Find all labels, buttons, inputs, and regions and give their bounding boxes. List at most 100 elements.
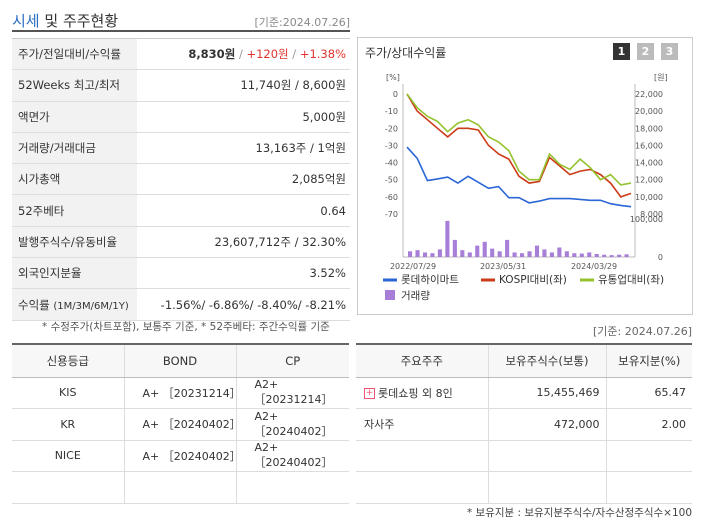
volume-bar bbox=[594, 253, 599, 257]
volume-bar bbox=[452, 239, 457, 257]
table-row: 자사주 472,000 2.00 bbox=[356, 408, 692, 441]
volume-bar bbox=[534, 245, 540, 257]
agency-cell: KIS bbox=[12, 377, 124, 409]
base-date-2: [기준: 2024.07.26] bbox=[592, 325, 692, 338]
right-axis-unit: [원] bbox=[654, 73, 668, 82]
series-line-1 bbox=[406, 93, 632, 198]
holder-name-cell: 자사주 bbox=[356, 408, 488, 441]
footnote-2: * 보유지분 : 보유지분주식수/자수산정주식수×100 bbox=[466, 507, 692, 519]
chart-page-3-button[interactable]: 3 bbox=[661, 43, 678, 60]
volume-tick-label: 0 bbox=[658, 253, 663, 262]
volume-bar bbox=[549, 252, 554, 257]
column-header: 보유지분(%) bbox=[605, 343, 692, 378]
price-rate: +1.38% bbox=[299, 47, 346, 62]
bond-cell: A+ ［20231214］ bbox=[123, 377, 241, 409]
row-label: 시가총액 bbox=[12, 163, 137, 196]
section-header: 시세 및 주주현황 [기준:2024.07.26] bbox=[12, 8, 350, 32]
volume-bar bbox=[497, 251, 502, 257]
row-value: 11,740원 / 8,600원 bbox=[137, 69, 350, 102]
volume-bar bbox=[505, 239, 510, 257]
volume-bar bbox=[437, 249, 442, 257]
row-label: 발행주식수/유동비율 bbox=[12, 226, 137, 259]
shares-cell: 15,455,469 bbox=[487, 377, 606, 409]
row-value: -1.56%/ -6.86%/ -8.40%/ -8.21% bbox=[137, 288, 350, 321]
right-tick-label: 8,000 bbox=[640, 210, 663, 219]
x-tick-label: 2024/03/29 bbox=[571, 262, 617, 271]
chart-title: 주가/상대수익률 bbox=[365, 46, 447, 60]
x-tick-label: 2023/05/31 bbox=[480, 262, 526, 271]
left-tick-label: -60 bbox=[385, 193, 398, 202]
table-row bbox=[356, 440, 692, 472]
left-axis-unit: [%] bbox=[386, 73, 400, 82]
row-label: 거래량/거래대금 bbox=[12, 132, 137, 165]
row-value: 13,163주 / 1억원 bbox=[137, 132, 350, 165]
empty-cell bbox=[356, 440, 488, 472]
volume-bar bbox=[422, 252, 428, 257]
volume-bar bbox=[579, 253, 584, 257]
column-header: 신용등급 bbox=[12, 343, 124, 378]
chart-page-2-button[interactable]: 2 bbox=[637, 43, 654, 60]
volume-bar bbox=[564, 251, 569, 257]
empty-cell bbox=[605, 471, 692, 504]
column-header: 주요주주 bbox=[356, 343, 488, 378]
right-tick-label: 20,000 bbox=[635, 107, 663, 116]
right-tick-label: 18,000 bbox=[635, 124, 663, 133]
holder-name-cell[interactable]: + 롯데쇼핑 외 8인 bbox=[356, 377, 488, 409]
bond-cell: A+ ［20240402］ bbox=[123, 440, 241, 472]
table-header-row: 신용등급 BOND CP bbox=[12, 343, 349, 378]
row-value: 2,085억원 bbox=[137, 163, 350, 196]
volume-bar bbox=[430, 253, 435, 257]
row-value: 5,000원 bbox=[137, 101, 350, 133]
credit-rating-table: 신용등급 BOND CP KIS A+ ［20231214］ A2+ ［202312… bbox=[12, 343, 349, 504]
row-label: 외국인지분율 bbox=[12, 257, 137, 290]
left-tick-label: -20 bbox=[385, 124, 398, 133]
right-tick-label: 10,000 bbox=[635, 193, 663, 202]
table-row: 외국인지분율 3.52% bbox=[12, 257, 350, 290]
table-row: 52주베타 0.64 bbox=[12, 194, 350, 227]
volume-bar bbox=[460, 250, 465, 257]
table-row: NICE A+ ［20240402］ A2+ ［20240402］ bbox=[12, 440, 349, 472]
price-info-table: 주가/전일대비/수익률 8,830원 / +120원 / +1.38% 52We… bbox=[12, 37, 350, 321]
table-row bbox=[12, 471, 349, 504]
cp-cell: A2+ ［20231214］ bbox=[235, 377, 349, 409]
chart-page-1-button[interactable]: 1 bbox=[613, 43, 630, 60]
current-price: 8,830원 bbox=[188, 47, 236, 62]
x-tick-label: 2022/07/29 bbox=[390, 262, 436, 271]
volume-bar bbox=[572, 253, 577, 257]
agency-cell: NICE bbox=[12, 440, 124, 472]
left-tick-label: 0 bbox=[393, 90, 398, 99]
title-highlight: 시세 bbox=[12, 12, 40, 30]
left-tick-label: -10 bbox=[385, 107, 398, 116]
volume-bar bbox=[527, 251, 532, 257]
legend-label: 유통업대비(좌) bbox=[598, 273, 664, 286]
empty-cell bbox=[487, 471, 606, 504]
volume-bar bbox=[542, 249, 547, 257]
expand-plus-icon[interactable]: + bbox=[364, 388, 375, 400]
base-date: [기준:2024.07.26] bbox=[254, 16, 350, 29]
legend-label: KOSPI대비(좌) bbox=[499, 274, 567, 286]
empty-cell bbox=[356, 471, 488, 504]
column-header: 보유주식수(보통) bbox=[487, 343, 606, 378]
table-row: KR A+ ［20240402］ A2+ ［20240402］ bbox=[12, 408, 349, 441]
footnote: * 수정주가(차트포함), 보통주 기준, * 52주베타: 주간수익률 기준 bbox=[42, 321, 330, 333]
right-tick-label: 16,000 bbox=[635, 141, 663, 150]
shares-cell: 472,000 bbox=[487, 408, 606, 441]
table-row: 액면가 5,000원 bbox=[12, 101, 350, 133]
row-value: 0.64 bbox=[137, 194, 350, 227]
volume-bar bbox=[602, 254, 607, 257]
volume-bar bbox=[445, 220, 450, 257]
volume-bar bbox=[408, 251, 413, 257]
cp-cell: A2+ ［20240402］ bbox=[235, 408, 349, 441]
legend-label: 롯데하이마트 bbox=[401, 273, 459, 286]
table-header-row: 주요주주 보유주식수(보통) 보유지분(%) bbox=[356, 343, 692, 378]
table-row: 시가총액 2,085억원 bbox=[12, 163, 350, 196]
right-tick-label: 14,000 bbox=[635, 159, 663, 168]
empty-cell bbox=[605, 440, 692, 472]
table-row bbox=[356, 471, 692, 504]
column-header: CP bbox=[235, 343, 349, 378]
series-line-2 bbox=[406, 93, 632, 186]
table-row: 발행주식수/유동비율 23,607,712주 / 32.30% bbox=[12, 226, 350, 259]
table-row: 거래량/거래대금 13,163주 / 1억원 bbox=[12, 132, 350, 165]
volume-bar bbox=[482, 241, 487, 257]
volume-bar bbox=[512, 252, 517, 257]
